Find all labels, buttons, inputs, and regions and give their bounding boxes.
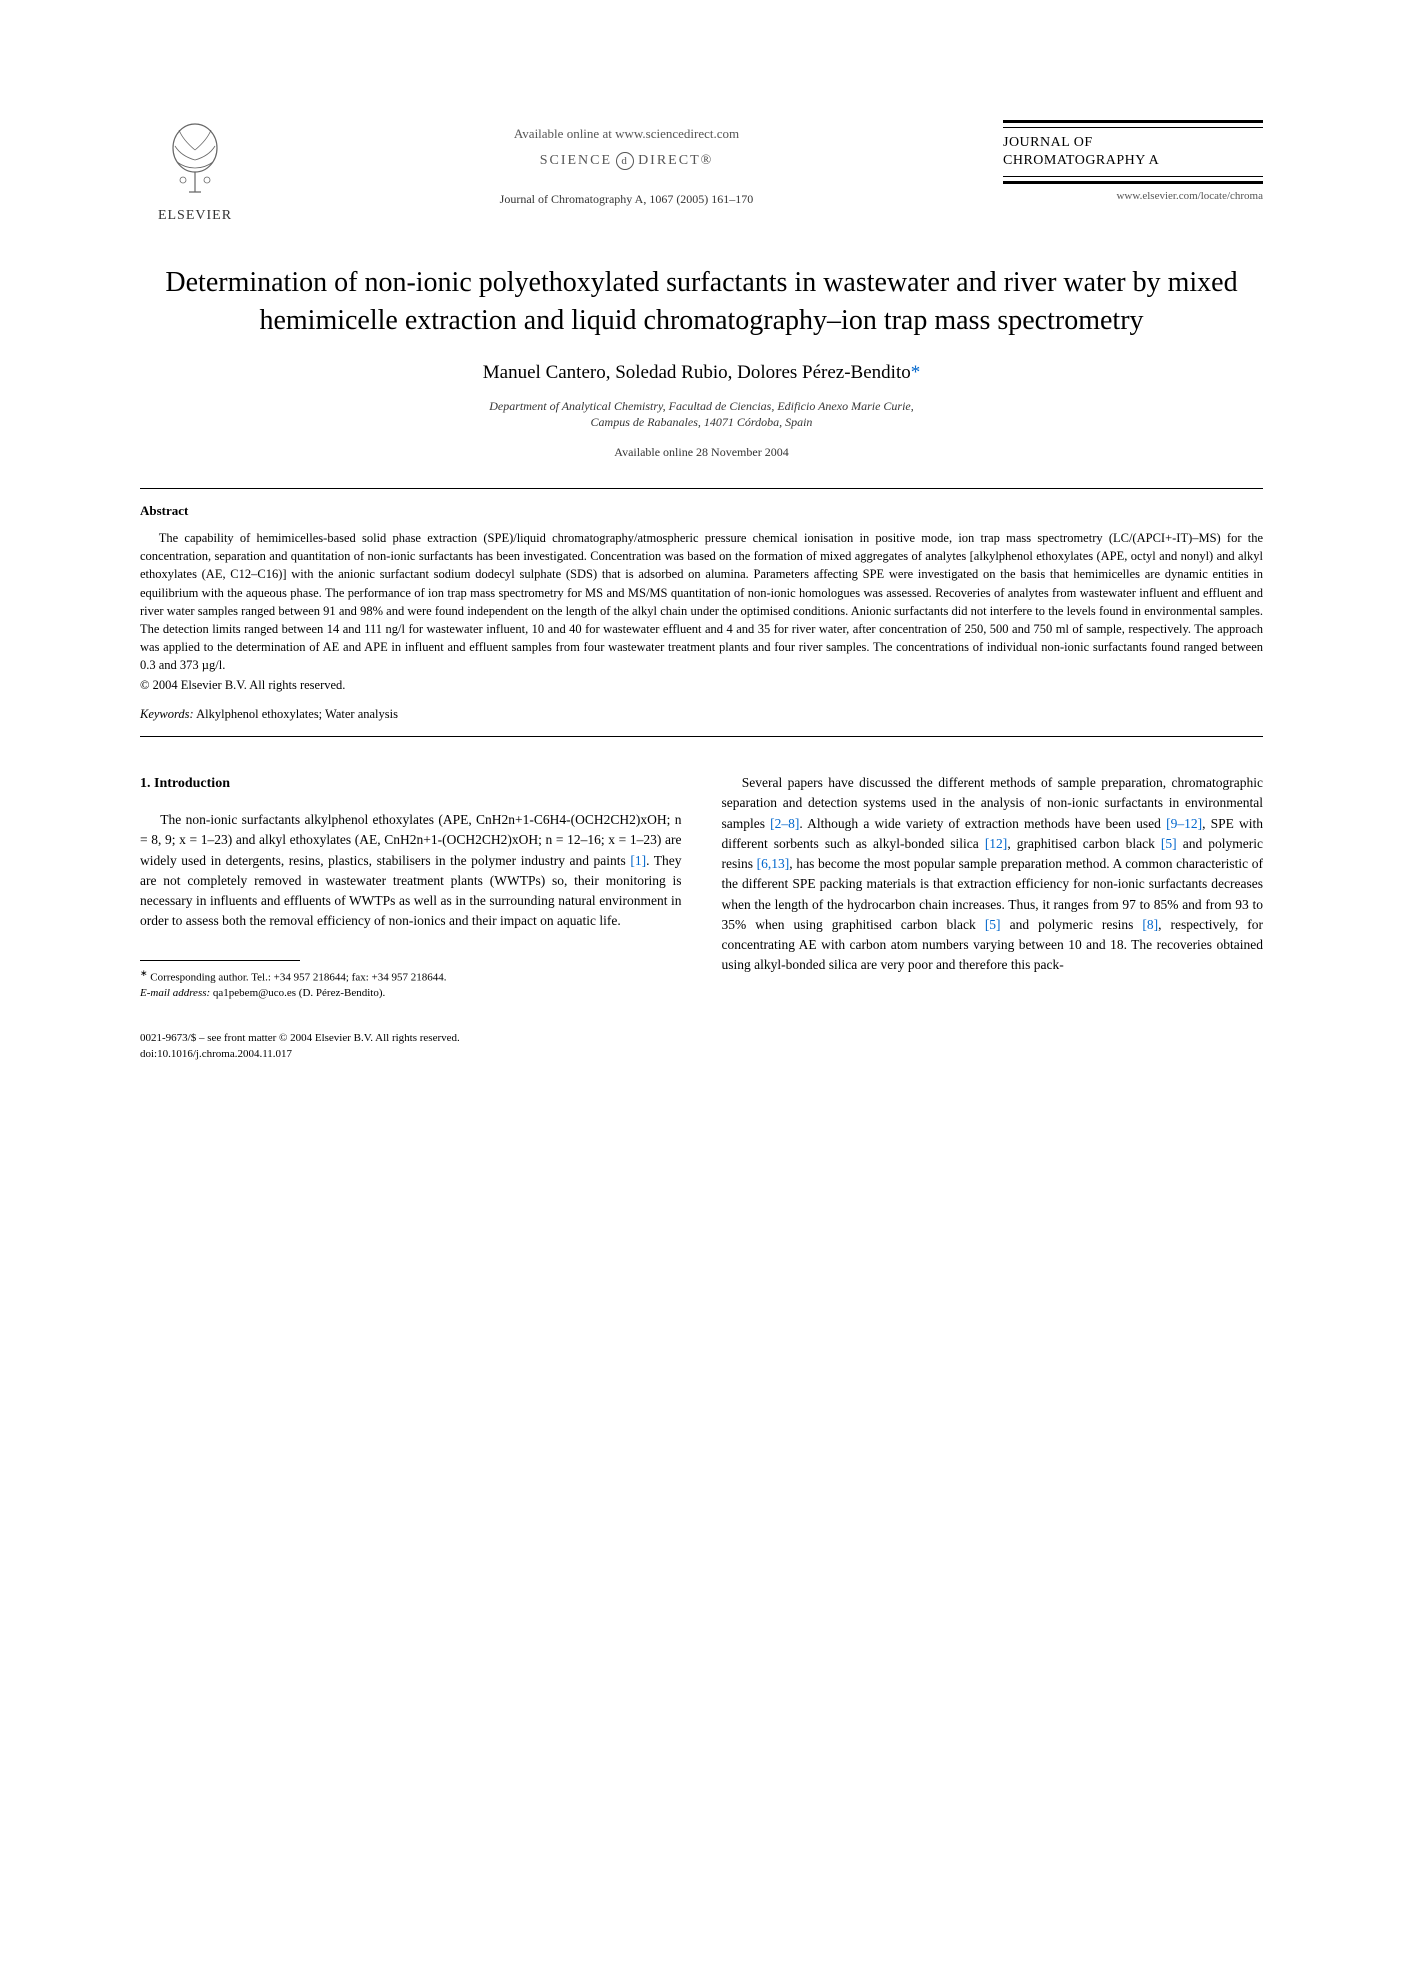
authors-line: Manuel Cantero, Soledad Rubio, Dolores P… <box>140 362 1263 384</box>
abstract-body: The capability of hemimicelles-based sol… <box>140 529 1263 674</box>
footnote-rule <box>140 960 300 961</box>
sd-d-icon: d <box>616 152 634 170</box>
footnote-email-label: E-mail address: <box>140 987 210 999</box>
rule-above-abstract <box>140 488 1263 489</box>
affiliation-line1: Department of Analytical Chemistry, Facu… <box>489 399 914 413</box>
title-block: Determination of non-ionic polyethoxylat… <box>140 264 1263 460</box>
section-title: Introduction <box>154 776 230 791</box>
corresponding-author-marker: * <box>911 362 921 383</box>
left-column: 1. Introduction The non-ionic surfactant… <box>140 773 682 1001</box>
authors-text: Manuel Cantero, Soledad Rubio, Dolores P… <box>483 362 911 383</box>
col2-text: Several papers have discussed the differ… <box>722 775 1264 972</box>
keywords-label: Keywords: <box>140 707 194 721</box>
section-number: 1. <box>140 776 151 791</box>
available-online-date: Available online 28 November 2004 <box>140 445 1263 460</box>
footer-meta: 0021-9673/$ – see front matter © 2004 El… <box>140 1031 1263 1062</box>
issn-line: 0021-9673/$ – see front matter © 2004 El… <box>140 1031 1263 1046</box>
article-title: Determination of non-ionic polyethoxylat… <box>140 264 1263 340</box>
intro-para-2: Several papers have discussed the differ… <box>722 773 1264 976</box>
intro-para-1: The non-ionic surfactants alkylphenol et… <box>140 810 682 932</box>
body-columns: 1. Introduction The non-ionic surfactant… <box>140 773 1263 1001</box>
affiliation: Department of Analytical Chemistry, Facu… <box>140 398 1263 432</box>
sd-text-pre: SCIENCE <box>540 153 612 169</box>
keywords-line: Keywords: Alkylphenol ethoxylates; Water… <box>140 707 1263 722</box>
journal-block: JOURNAL OF CHROMATOGRAPHY A www.elsevier… <box>1003 120 1263 202</box>
affiliation-line2: Campus de Rabanales, 14071 Córdoba, Spai… <box>591 415 813 429</box>
publisher-block: ELSEVIER <box>140 120 250 224</box>
journal-rule-top <box>1003 120 1263 128</box>
section-1-heading: 1. Introduction <box>140 773 682 794</box>
corresponding-author-footnote: ∗ Corresponding author. Tel.: +34 957 21… <box>140 967 682 1001</box>
publisher-name: ELSEVIER <box>140 208 250 224</box>
footnote-corr-text: Corresponding author. Tel.: +34 957 2186… <box>150 971 446 983</box>
journal-title: JOURNAL OF CHROMATOGRAPHY A <box>1003 134 1263 170</box>
sd-text-post: DIRECT® <box>638 153 713 169</box>
rule-below-abstract <box>140 736 1263 737</box>
abstract-heading: Abstract <box>140 503 1263 519</box>
footnote-email-value: qa1pebem@uco.es (D. Pérez-Bendito). <box>210 987 385 999</box>
abstract-section: Abstract The capability of hemimicelles-… <box>140 503 1263 722</box>
journal-url: www.elsevier.com/locate/chroma <box>1003 190 1263 202</box>
science-direct-logo: SCIENCE d DIRECT® <box>250 152 1003 170</box>
header-center: Available online at www.sciencedirect.co… <box>250 120 1003 207</box>
keywords-text: Alkylphenol ethoxylates; Water analysis <box>194 707 398 721</box>
journal-reference: Journal of Chromatography A, 1067 (2005)… <box>250 192 1003 207</box>
abstract-copyright: © 2004 Elsevier B.V. All rights reserved… <box>140 678 1263 693</box>
right-column: Several papers have discussed the differ… <box>722 773 1264 1001</box>
doi-line: doi:10.1016/j.chroma.2004.11.017 <box>140 1047 1263 1062</box>
journal-title-line1: JOURNAL OF <box>1003 135 1093 150</box>
journal-rule-bottom <box>1003 176 1263 184</box>
available-online-text: Available online at www.sciencedirect.co… <box>250 126 1003 142</box>
page-header: ELSEVIER Available online at www.science… <box>140 120 1263 224</box>
journal-title-line2: CHROMATOGRAPHY A <box>1003 153 1159 168</box>
footnote-star-icon: ∗ <box>140 968 148 978</box>
elsevier-tree-icon <box>155 120 235 200</box>
col1-text: The non-ionic surfactants alkylphenol et… <box>140 812 682 928</box>
